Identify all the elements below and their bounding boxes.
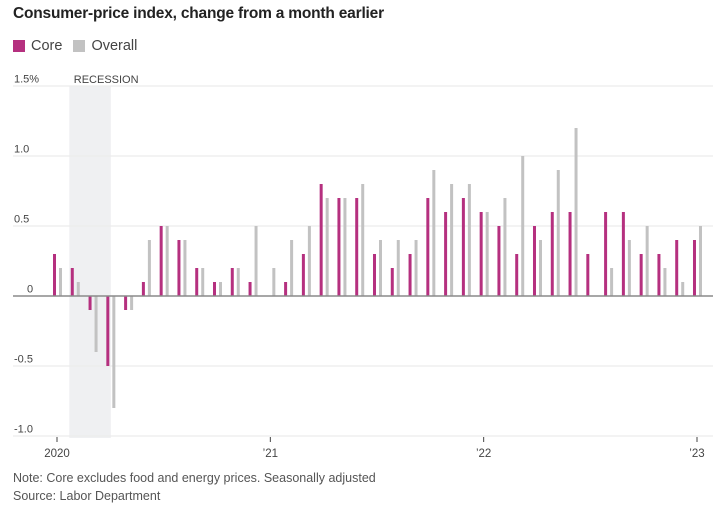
y-tick-label: -1.0 <box>14 424 33 436</box>
bar-overall <box>112 296 116 408</box>
bar-overall <box>432 170 436 296</box>
recession-label: RECESSION <box>74 74 139 86</box>
bar-overall <box>343 198 347 296</box>
bar-overall <box>254 226 258 296</box>
bar-core <box>248 282 252 296</box>
bar-core <box>230 268 234 296</box>
bar-overall <box>201 268 205 296</box>
bar-overall <box>681 282 685 296</box>
legend-label-overall: Overall <box>91 38 138 54</box>
legend-swatch-core <box>13 40 25 52</box>
bar-core <box>461 198 465 296</box>
x-tick-label: ’21 <box>263 448 278 460</box>
bar-core <box>408 254 412 296</box>
bar-core <box>444 212 448 296</box>
y-tick-label: 0.5 <box>14 214 29 226</box>
bar-overall <box>467 184 471 296</box>
bar-overall <box>272 268 276 296</box>
bar-core <box>88 296 92 310</box>
legend-item-core: Core <box>13 38 62 54</box>
bar-overall <box>147 240 151 296</box>
bar-core <box>70 268 74 296</box>
bar-core <box>604 212 608 296</box>
legend-label-core: Core <box>31 38 63 54</box>
bar-overall <box>538 240 542 296</box>
bar-overall <box>290 240 294 296</box>
bar-core <box>141 282 145 296</box>
bar-core <box>515 254 519 296</box>
bar-core <box>372 254 376 296</box>
chart-footer: Note: Core excludes food and energy pric… <box>13 469 376 505</box>
bar-core <box>355 198 359 296</box>
bar-overall <box>698 226 702 296</box>
bar-overall <box>556 170 560 296</box>
bar-overall <box>183 240 187 296</box>
bar-core <box>426 198 430 296</box>
footer-note: Note: Core excludes food and energy pric… <box>13 471 376 485</box>
bar-core <box>53 254 56 296</box>
bar-core <box>106 296 110 366</box>
bar-overall <box>218 282 222 296</box>
x-tick-label: 2020 <box>44 448 70 460</box>
x-tick-label: ’22 <box>476 448 491 460</box>
bar-core <box>550 212 554 296</box>
bar-core <box>568 212 572 296</box>
legend-swatch-overall <box>73 40 86 52</box>
bar-overall <box>645 226 649 296</box>
bar-core <box>497 226 501 296</box>
bar-overall <box>396 240 400 296</box>
bar-overall <box>94 296 98 352</box>
bar-core <box>621 212 625 296</box>
y-tick-label: 0 <box>27 284 33 296</box>
bar-overall <box>130 296 134 310</box>
bar-core <box>284 282 288 296</box>
y-tick-label: 1.0 <box>14 144 29 156</box>
bar-core <box>692 240 696 296</box>
bar-core <box>337 198 341 296</box>
bar-overall <box>165 226 169 296</box>
bar-core <box>319 184 323 296</box>
footer-source: Source: Labor Department <box>13 489 161 503</box>
bar-overall <box>76 282 80 296</box>
bar-overall <box>414 240 418 296</box>
bar-overall <box>325 198 329 296</box>
bar-overall <box>574 128 578 296</box>
bar-core <box>390 268 394 296</box>
bar-overall <box>59 268 62 296</box>
bar-core <box>657 254 661 296</box>
bar-overall <box>236 268 240 296</box>
bar-overall <box>485 212 489 296</box>
bar-overall <box>307 226 311 296</box>
chart-title: Consumer-price index, change from a mont… <box>13 5 384 22</box>
bar-overall <box>503 198 507 296</box>
bar-core <box>195 268 199 296</box>
bar-overall <box>627 240 631 296</box>
bar-core <box>159 226 163 296</box>
bar-overall <box>361 184 365 296</box>
bar-core <box>177 240 181 296</box>
bar-overall <box>378 240 382 296</box>
bar-core <box>675 240 679 296</box>
recession-shading <box>69 86 111 438</box>
bar-overall <box>521 156 525 296</box>
legend-item-overall: Overall <box>73 38 137 54</box>
bar-core <box>532 226 536 296</box>
legend: Core Overall <box>13 38 148 54</box>
bar-overall <box>610 268 614 296</box>
x-tick-label: ’23 <box>689 448 704 460</box>
bar-overall <box>663 268 667 296</box>
bar-core <box>212 282 216 296</box>
bar-overall <box>450 184 454 296</box>
bar-core <box>479 212 483 296</box>
bar-core <box>586 254 590 296</box>
y-tick-label: 1.5% <box>14 74 39 86</box>
bar-core <box>639 254 643 296</box>
bar-core <box>124 296 128 310</box>
y-tick-label: -0.5 <box>14 354 33 366</box>
bar-core <box>301 254 305 296</box>
